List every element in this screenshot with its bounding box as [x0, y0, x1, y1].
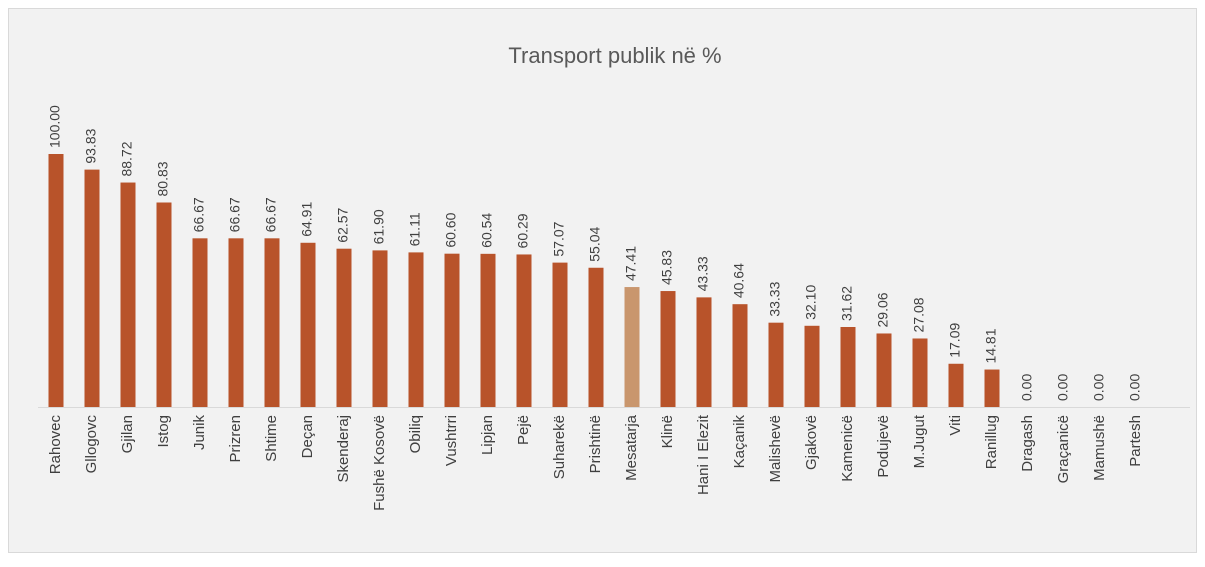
- x-tick-label: Prizren: [227, 415, 244, 463]
- bar: [48, 154, 64, 407]
- x-tick-label: Gjakovë: [803, 415, 820, 470]
- x-tick-label: Obiliq: [407, 415, 424, 453]
- bar: [840, 327, 856, 407]
- bar: [984, 369, 1000, 407]
- x-tick-label: Graçanicë: [1055, 415, 1072, 483]
- x-tick-label: Istog: [155, 415, 172, 448]
- x-tick-label: Gllogovc: [83, 415, 100, 474]
- value-label: 57.07: [551, 221, 567, 256]
- value-label: 29.06: [875, 292, 891, 327]
- bar: [516, 254, 532, 407]
- value-label: 40.64: [731, 263, 747, 298]
- bar: [156, 202, 172, 407]
- x-tick-label: Kaçanik: [731, 415, 748, 469]
- bar: [948, 363, 964, 407]
- value-label: 61.11: [407, 212, 423, 246]
- bar: [768, 322, 784, 407]
- x-tick-label: Kamenicë: [839, 415, 856, 482]
- value-label: 55.04: [587, 227, 603, 262]
- chart-title: Transport publik në %: [508, 43, 721, 68]
- x-tick-label: Hani I Elezit: [695, 414, 712, 495]
- x-tick-label: M.Jugut: [911, 414, 928, 468]
- value-label: 0.00: [1055, 374, 1071, 401]
- bar: [84, 169, 100, 407]
- value-label: 0.00: [1019, 374, 1035, 401]
- value-label: 100.00: [47, 105, 63, 148]
- value-label: 93.83: [83, 128, 99, 163]
- bar: [588, 267, 604, 407]
- x-tick-label: Dragash: [1019, 415, 1036, 472]
- value-label: 60.29: [515, 213, 531, 248]
- value-label: 66.67: [191, 197, 207, 232]
- x-tick-label: Gjilan: [119, 415, 136, 453]
- bar: [660, 291, 676, 407]
- bar: [192, 238, 208, 407]
- bar: [264, 238, 280, 407]
- bar: [120, 182, 136, 407]
- value-label: 61.90: [371, 209, 387, 244]
- x-tick-label: Suharekë: [551, 415, 568, 479]
- value-label: 62.57: [335, 207, 351, 242]
- value-label: 64.91: [299, 202, 315, 237]
- x-tick-label: Pejë: [515, 415, 532, 445]
- bar: [408, 252, 424, 407]
- x-tick-label: Ranillug: [983, 415, 1000, 469]
- bar: [336, 248, 352, 407]
- value-label: 43.33: [695, 256, 711, 291]
- x-tick-label: Viti: [947, 415, 964, 436]
- value-label: 27.08: [911, 297, 927, 332]
- value-label: 66.67: [227, 197, 243, 232]
- bar: [696, 297, 712, 407]
- value-label: 66.67: [263, 197, 279, 232]
- bar: [804, 325, 820, 407]
- bar: [912, 338, 928, 407]
- value-label: 60.60: [443, 212, 459, 247]
- bar: [552, 262, 568, 407]
- value-label: 17.09: [947, 323, 963, 358]
- x-tick-label: Mamushë: [1091, 415, 1108, 481]
- value-label: 47.41: [623, 246, 639, 281]
- x-tick-label: Mesatarja: [623, 414, 640, 481]
- bar: [300, 242, 316, 407]
- value-label: 88.72: [119, 141, 135, 176]
- value-label: 0.00: [1091, 374, 1107, 401]
- bar: [480, 253, 496, 407]
- x-tick-label: Prishtinë: [587, 415, 604, 473]
- x-tick-label: Podujevë: [875, 415, 892, 478]
- bar: [444, 253, 460, 407]
- bar: [372, 250, 388, 407]
- value-label: 0.00: [1127, 374, 1143, 401]
- x-tick-label: Junik: [191, 415, 208, 451]
- x-tick-label: Shtime: [263, 415, 280, 462]
- x-tick-label: Deçan: [299, 415, 316, 458]
- x-tick-label: Vushtrri: [443, 415, 460, 466]
- value-label: 31.62: [839, 286, 855, 321]
- value-label: 60.54: [479, 213, 495, 248]
- x-tick-label: Fushë Kosovë: [371, 415, 388, 511]
- x-tick-label: Lipjan: [479, 415, 496, 455]
- value-label: 80.83: [155, 161, 171, 196]
- bar: [228, 238, 244, 407]
- value-label: 45.83: [659, 250, 675, 285]
- value-label: 14.81: [983, 328, 999, 363]
- bar: [876, 333, 892, 407]
- x-tick-label: Malishevë: [767, 415, 784, 483]
- bar: [624, 287, 640, 407]
- value-label: 33.33: [767, 281, 783, 316]
- bar: [732, 304, 748, 407]
- x-tick-label: Partesh: [1127, 415, 1144, 467]
- x-tick-label: Skenderaj: [335, 415, 352, 483]
- x-tick-label: Rahovec: [47, 415, 64, 475]
- value-label: 32.10: [803, 285, 819, 320]
- x-tick-label: Klinë: [659, 415, 676, 448]
